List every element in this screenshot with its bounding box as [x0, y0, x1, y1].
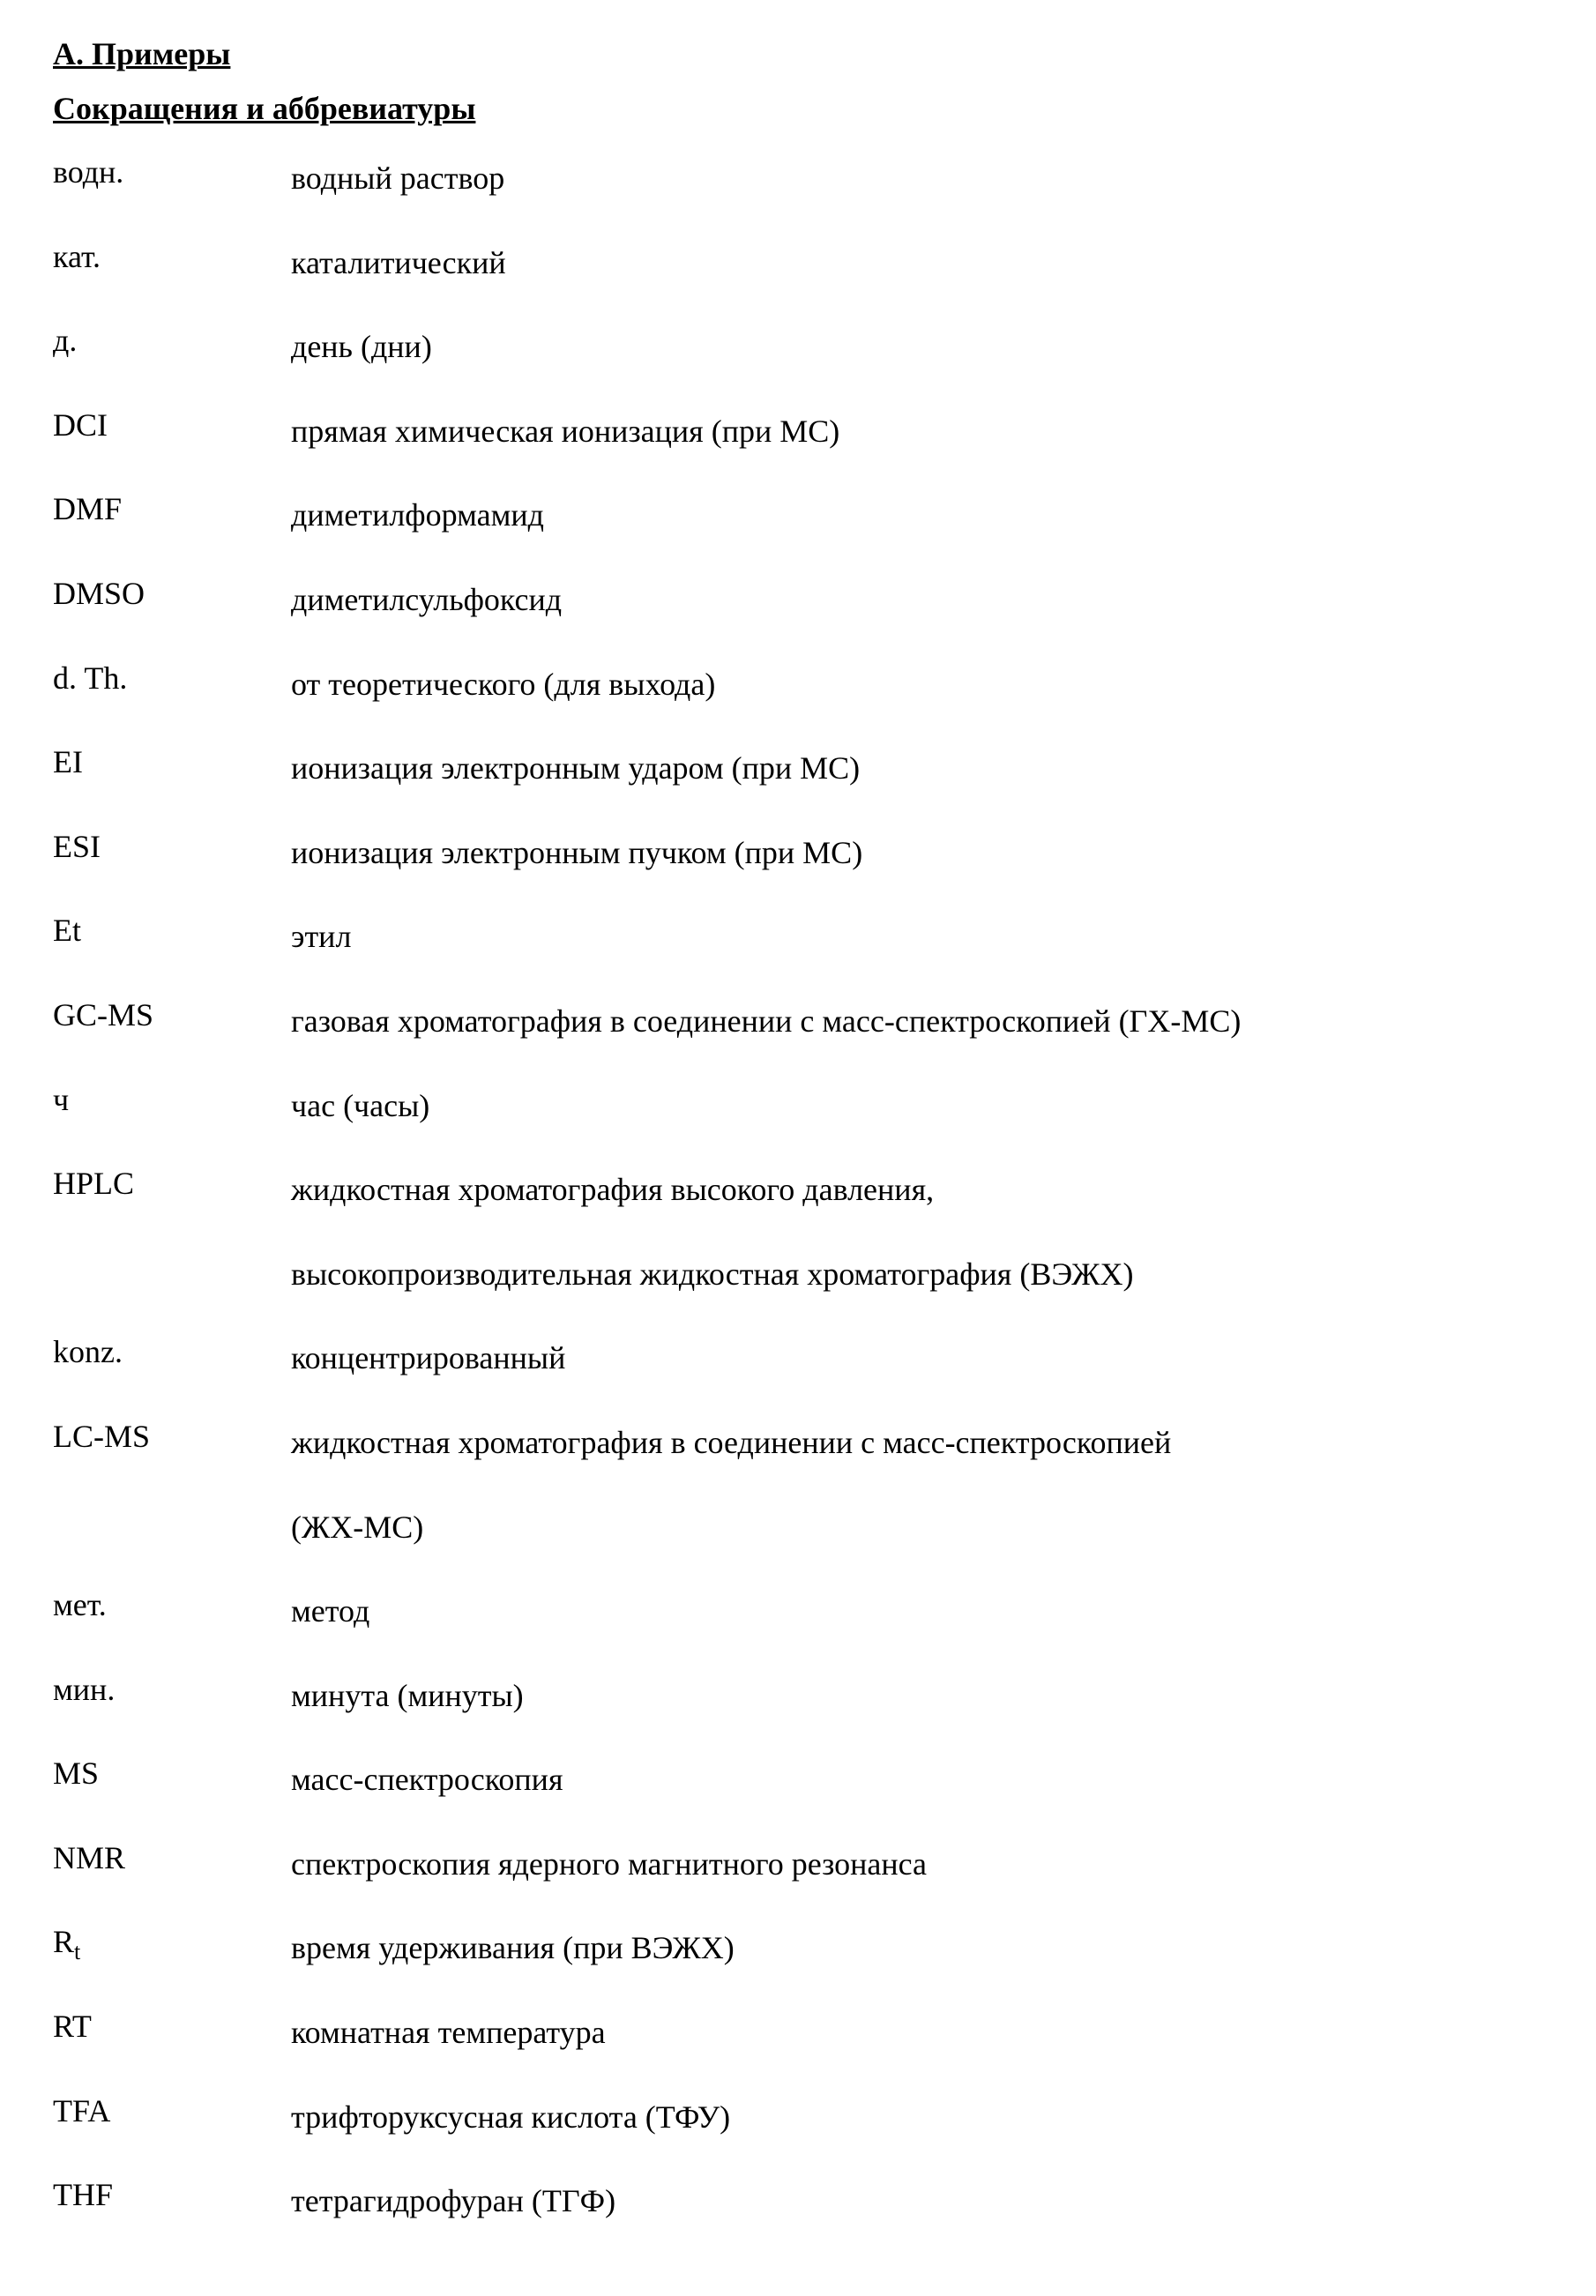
abbreviation-row: d. Th.от теоретического (для выхода)	[53, 660, 1543, 711]
abbreviation-term: TFA	[53, 2092, 291, 2129]
abbreviation-term: NMR	[53, 1839, 291, 1876]
abbreviation-row: konz.концентрированный	[53, 1333, 1543, 1384]
abbreviation-row: THFтетрагидрофуран (ТГФ)	[53, 2176, 1543, 2227]
abbreviation-term: мин.	[53, 1671, 291, 1708]
abbreviation-definition: диметилсульфоксид	[291, 575, 1543, 626]
abbreviation-row: EIионизация электронным ударом (при МС)	[53, 743, 1543, 794]
abbreviation-definition: день (дни)	[291, 322, 1543, 373]
abbreviation-definition-line: жидкостная хроматография высокого давлен…	[291, 1165, 1543, 1216]
abbreviation-definition: время удерживания (при ВЭЖХ)	[291, 1923, 1543, 1974]
abbreviation-row: кат.каталитический	[53, 238, 1543, 289]
abbreviation-row: д.день (дни)	[53, 322, 1543, 373]
abbreviation-definition-line: жидкостная хроматография в соединении с …	[291, 1418, 1543, 1469]
abbreviation-row: DMSOдиметилсульфоксид	[53, 575, 1543, 626]
abbreviation-term: ESI	[53, 828, 291, 865]
abbreviation-definition-line: (ЖХ-МС)	[291, 1502, 1543, 1554]
abbreviation-definition: прямая химическая ионизация (при МС)	[291, 406, 1543, 458]
abbreviation-term-subscript: t	[74, 1940, 80, 1965]
abbreviation-row: NMRспектроскопия ядерного магнитного рез…	[53, 1839, 1543, 1890]
abbreviation-definition: каталитический	[291, 238, 1543, 289]
abbreviation-row: ччас (часы)	[53, 1081, 1543, 1132]
abbreviation-row: GC-MSгазовая хроматография в соединении …	[53, 996, 1543, 1047]
abbreviation-row: RTкомнатная температура	[53, 2008, 1543, 2059]
abbreviation-row: Etэтил	[53, 912, 1543, 963]
abbreviations-table: водн.водный растворкат.каталитическийд.д…	[53, 153, 1543, 2227]
abbreviation-row: ESIионизация электронным пучком (при МС)	[53, 828, 1543, 879]
abbreviation-definition: жидкостная хроматография в соединении с …	[291, 1418, 1543, 1553]
abbreviation-definition: трифторуксусная кислота (ТФУ)	[291, 2092, 1543, 2143]
abbreviation-row: TFAтрифторуксусная кислота (ТФУ)	[53, 2092, 1543, 2143]
abbreviation-definition: от теоретического (для выхода)	[291, 660, 1543, 711]
abbreviation-term: LC-MS	[53, 1418, 291, 1455]
section-heading: А. Примеры	[53, 35, 1543, 72]
abbreviation-term: DCI	[53, 406, 291, 444]
abbreviation-term: MS	[53, 1755, 291, 1792]
abbreviation-term: konz.	[53, 1333, 291, 1370]
abbreviation-term: ч	[53, 1081, 291, 1118]
abbreviation-definition: газовая хроматография в соединении с мас…	[291, 996, 1543, 1047]
section-subheading: Сокращения и аббревиатуры	[53, 90, 1543, 127]
abbreviation-definition: диметилформамид	[291, 490, 1543, 541]
abbreviation-row: мет.метод	[53, 1586, 1543, 1637]
abbreviation-term: HPLC	[53, 1165, 291, 1202]
abbreviation-row: HPLCжидкостная хроматография высокого да…	[53, 1165, 1543, 1300]
abbreviation-definition: ионизация электронным пучком (при МС)	[291, 828, 1543, 879]
abbreviation-term: DMF	[53, 490, 291, 527]
abbreviation-term: GC-MS	[53, 996, 291, 1033]
abbreviation-term: THF	[53, 2176, 291, 2213]
abbreviation-definition-line: высокопроизводительная жидкостная хромат…	[291, 1249, 1543, 1301]
abbreviation-definition: час (часы)	[291, 1081, 1543, 1132]
abbreviation-row: LC-MSжидкостная хроматография в соединен…	[53, 1418, 1543, 1553]
abbreviation-definition: водный раствор	[291, 153, 1543, 205]
abbreviation-definition: тетрагидрофуран (ТГФ)	[291, 2176, 1543, 2227]
abbreviation-term: Et	[53, 912, 291, 949]
abbreviation-term: EI	[53, 743, 291, 780]
abbreviation-definition: масс-спектроскопия	[291, 1755, 1543, 1806]
abbreviation-definition: жидкостная хроматография высокого давлен…	[291, 1165, 1543, 1300]
abbreviation-term: Rt	[53, 1923, 291, 1965]
abbreviation-definition: спектроскопия ядерного магнитного резона…	[291, 1839, 1543, 1890]
abbreviation-row: Rtвремя удерживания (при ВЭЖХ)	[53, 1923, 1543, 1974]
abbreviation-row: MSмасс-спектроскопия	[53, 1755, 1543, 1806]
abbreviation-definition: ионизация электронным ударом (при МС)	[291, 743, 1543, 794]
abbreviation-definition: метод	[291, 1586, 1543, 1637]
abbreviation-row: водн.водный раствор	[53, 153, 1543, 205]
abbreviation-term: RT	[53, 2008, 291, 2045]
abbreviation-term: водн.	[53, 153, 291, 190]
abbreviation-definition: минута (минуты)	[291, 1671, 1543, 1722]
abbreviation-term: DMSO	[53, 575, 291, 612]
abbreviation-term: д.	[53, 322, 291, 359]
abbreviation-row: DCIпрямая химическая ионизация (при МС)	[53, 406, 1543, 458]
abbreviation-row: мин.минута (минуты)	[53, 1671, 1543, 1722]
abbreviation-term: d. Th.	[53, 660, 291, 697]
abbreviation-term: мет.	[53, 1586, 291, 1623]
abbreviation-definition: этил	[291, 912, 1543, 963]
abbreviation-row: DMFдиметилформамид	[53, 490, 1543, 541]
abbreviation-term: кат.	[53, 238, 291, 275]
abbreviation-definition: комнатная температура	[291, 2008, 1543, 2059]
abbreviation-definition: концентрированный	[291, 1333, 1543, 1384]
